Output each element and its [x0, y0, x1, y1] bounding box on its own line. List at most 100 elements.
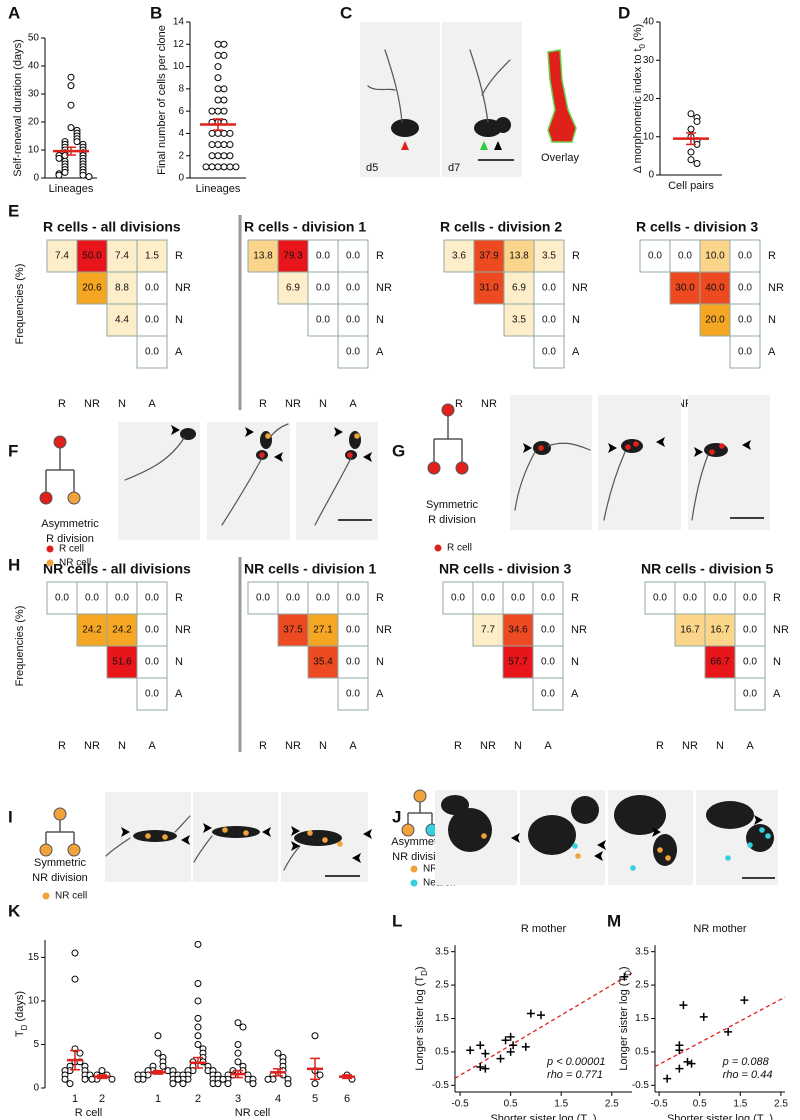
tree-node — [455, 461, 469, 475]
cell-body — [706, 801, 754, 829]
micrograph — [510, 395, 592, 530]
annotation: rho = 0.44 — [723, 1069, 773, 1081]
cell-value: 0.0 — [145, 657, 159, 668]
cell-value: 8.8 — [115, 283, 129, 294]
cell-marker — [354, 433, 360, 439]
data-point — [67, 124, 75, 132]
tree-node — [413, 789, 427, 803]
cell-marker — [145, 833, 151, 839]
cell-marker — [307, 830, 313, 836]
arrowhead — [262, 827, 271, 837]
row-label: NR — [773, 624, 789, 636]
col-label: N — [319, 740, 327, 752]
matrix-title: NR cells - division 3 — [439, 561, 571, 577]
data-point — [226, 141, 234, 149]
cell-marker — [347, 452, 353, 458]
data-point — [316, 1071, 324, 1079]
cell-value: 0.0 — [541, 689, 555, 700]
data-point — [536, 1011, 545, 1020]
col-label: NR — [285, 398, 301, 410]
panel-letter: G — [392, 441, 405, 460]
y-tick-label: 1.5 — [435, 1013, 449, 1024]
cell-body — [133, 830, 177, 842]
panel-letter: H — [8, 555, 20, 574]
matrix-cell — [337, 271, 369, 305]
matrix-title: NR cells - division 5 — [641, 561, 773, 577]
panel-letter: F — [8, 441, 18, 460]
y-axis-label-part: Δ morphometric index to t — [632, 48, 644, 173]
matrix-cell — [704, 613, 736, 647]
cell-process — [105, 815, 191, 857]
cell-value: 57.7 — [508, 657, 528, 668]
matrix-cell — [337, 677, 369, 711]
panel-letter: D — [618, 3, 630, 22]
data-point — [220, 85, 228, 93]
x-category-label: 2 — [195, 1093, 201, 1105]
data-point — [214, 51, 222, 59]
x-category-label: 6 — [344, 1093, 350, 1105]
matrix-cell — [307, 645, 339, 679]
matrix-cell — [136, 613, 168, 647]
legend-label: NR cell — [59, 558, 91, 569]
matrix-cell — [136, 335, 168, 369]
cell-process — [514, 442, 591, 511]
cell-value: 20.0 — [705, 315, 725, 326]
x-category-label: Lineages — [49, 183, 94, 195]
cell-body — [391, 119, 419, 137]
cell-value: 3.5 — [512, 315, 526, 326]
row-label: R — [572, 250, 580, 262]
cell-body — [441, 795, 469, 815]
matrix-title: NR cells - all divisions — [43, 561, 191, 577]
matrix-title: R cells - division 3 — [636, 219, 758, 235]
caption: Asymmetric — [391, 836, 449, 848]
cell-marker — [633, 441, 639, 447]
x-axis-label-part: ) — [769, 1113, 773, 1120]
cell-value: 0.0 — [541, 625, 555, 636]
caption: NR division — [32, 872, 88, 884]
matrix-cell — [443, 239, 475, 273]
tree-node — [67, 491, 81, 505]
matrix-cell — [46, 239, 78, 273]
matrix-cell — [533, 303, 565, 337]
cell-value: 0.0 — [316, 315, 330, 326]
data-point — [179, 1080, 187, 1088]
cell-marker — [222, 827, 228, 833]
arrowhead — [203, 823, 212, 833]
row-label: NR — [768, 282, 784, 294]
row-label: NR — [376, 624, 392, 636]
x-tick-label: 0.5 — [693, 1099, 707, 1110]
matrix-cell — [734, 613, 766, 647]
cell-value: 0.0 — [683, 593, 697, 604]
data-point — [194, 980, 202, 988]
tree-node — [53, 807, 67, 821]
data-point — [683, 1057, 692, 1066]
x-category-label: 4 — [275, 1093, 281, 1105]
y-axis-label: Longer sister log (TD) — [414, 966, 429, 1070]
trend-line — [654, 996, 786, 1068]
data-point — [194, 1032, 202, 1040]
data-point — [194, 940, 202, 948]
cell-value: 6.9 — [512, 283, 526, 294]
cell-marker — [322, 837, 328, 843]
cell-value: 7.7 — [481, 625, 495, 636]
image-label: d7 — [448, 162, 460, 174]
col-label: R — [58, 740, 66, 752]
data-point — [466, 1046, 475, 1055]
data-point — [311, 1032, 319, 1040]
y-tick-label: 40 — [643, 17, 655, 28]
row-label: R — [773, 592, 781, 604]
matrix-cell — [136, 581, 168, 615]
matrix-cell — [307, 271, 339, 305]
cell-marker — [759, 827, 765, 833]
row-label: NR — [376, 282, 392, 294]
y-tick-label: 50 — [28, 33, 40, 44]
data-point — [169, 1080, 177, 1088]
matrix-cell — [639, 239, 671, 273]
cell-value: 37.9 — [479, 251, 499, 262]
data-point — [81, 1075, 89, 1083]
data-point — [476, 1062, 485, 1071]
cell-value: 0.0 — [743, 657, 757, 668]
data-point — [214, 107, 222, 115]
y-tick-label: 2.5 — [435, 980, 449, 991]
data-point — [61, 168, 69, 176]
